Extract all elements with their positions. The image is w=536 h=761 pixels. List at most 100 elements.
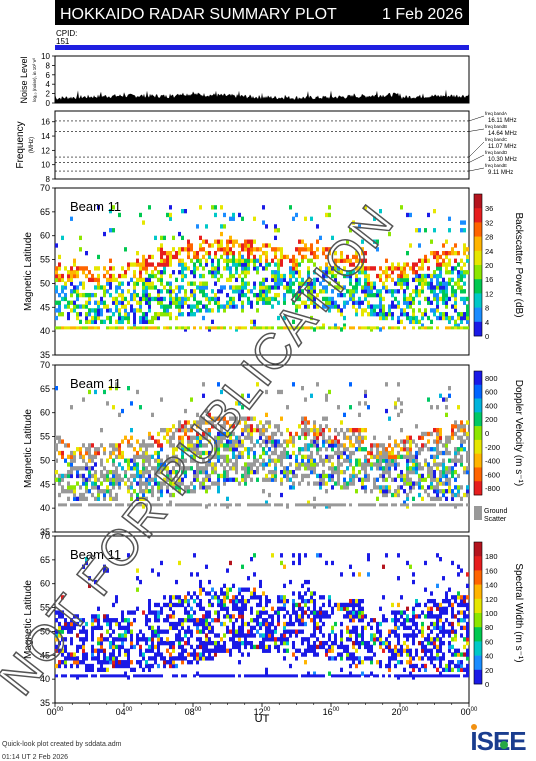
echo-cell — [397, 485, 400, 490]
echo-cell — [148, 308, 151, 313]
echo-cell — [352, 285, 355, 290]
echo-cell — [424, 228, 427, 233]
echo-cell — [424, 652, 427, 657]
echo-cell — [205, 408, 208, 414]
echo-cell — [202, 285, 205, 290]
echo-cell — [301, 454, 304, 460]
echo-cell — [211, 462, 214, 467]
echo-cell — [223, 503, 226, 507]
echo-cell — [205, 420, 208, 425]
echo-cell — [229, 477, 232, 482]
echo-cell — [406, 560, 409, 566]
echo-cell — [316, 224, 319, 229]
echo-cell — [190, 439, 193, 444]
echo-cell — [202, 273, 205, 279]
echo-cell — [172, 458, 175, 463]
echo-cell — [82, 270, 85, 275]
echo-cell — [187, 312, 190, 317]
echo-cell — [181, 443, 184, 448]
echo-cell — [64, 296, 67, 302]
echo-cell — [379, 644, 382, 650]
echo-cell — [400, 266, 403, 271]
echo-cell — [430, 637, 433, 642]
echo-cell — [298, 435, 301, 440]
echo-cell — [181, 618, 184, 623]
echo-cell — [319, 674, 322, 678]
echo-cell — [322, 323, 325, 328]
echo-cell — [85, 315, 88, 321]
echo-cell — [421, 644, 424, 650]
echo-cell — [433, 656, 436, 661]
echo-cell — [232, 431, 235, 437]
echo-cell — [379, 466, 382, 471]
echo-cell — [127, 656, 130, 661]
echo-cell — [328, 458, 331, 463]
echo-cell — [226, 674, 229, 678]
echo-cell — [352, 300, 355, 305]
echo-cell — [412, 503, 415, 507]
echo-cell — [382, 503, 385, 507]
echo-cell — [310, 292, 313, 298]
echo-cell — [415, 503, 418, 507]
echo-cell — [358, 296, 361, 302]
echo-cell — [58, 473, 61, 479]
echo-cell — [217, 477, 220, 482]
echo-cell — [313, 598, 316, 604]
echo-cell — [403, 489, 406, 494]
x-axis: 0000 0400 0800 1200 1600 2000 0000 — [47, 703, 478, 717]
echo-cell — [382, 447, 385, 452]
echo-cell — [145, 289, 148, 294]
echo-cell — [247, 466, 250, 471]
echo-cell — [73, 454, 76, 460]
isee-logo: ISEE — [470, 724, 527, 756]
echo-cell — [457, 435, 460, 440]
echo-cell — [406, 492, 409, 498]
echo-cell — [94, 656, 97, 661]
echo-cell — [265, 277, 268, 283]
echo-cell — [160, 254, 163, 260]
echo-cell — [160, 652, 163, 657]
echo-cell — [160, 304, 163, 309]
echo-cell — [193, 289, 196, 294]
echo-cell — [184, 598, 187, 604]
echo-cell — [448, 435, 451, 440]
echo-cell — [358, 602, 361, 608]
echo-cell — [436, 292, 439, 298]
echo-cell — [145, 469, 148, 475]
echo-cell — [418, 228, 421, 233]
echo-cell — [301, 674, 304, 678]
echo-cell — [328, 296, 331, 302]
echo-cell — [67, 462, 70, 467]
echo-cell — [118, 285, 121, 290]
echo-cell — [259, 289, 262, 294]
echo-cell — [373, 477, 376, 482]
echo-cell — [199, 454, 202, 460]
echo-cell — [280, 431, 283, 437]
echo-cell — [385, 266, 388, 271]
echo-cell — [334, 633, 337, 638]
echo-cell — [91, 326, 94, 330]
echo-cell — [301, 503, 304, 507]
echo-cell — [169, 262, 172, 267]
echo-cell — [343, 292, 346, 298]
echo-cell — [346, 606, 349, 611]
echo-cell — [355, 266, 358, 271]
echo-cell — [451, 466, 454, 471]
echo-cell — [418, 667, 421, 673]
echo-cell — [142, 285, 145, 290]
echo-cell — [409, 243, 412, 248]
echo-cell — [412, 439, 415, 444]
echo-cell — [205, 292, 208, 298]
echo-cell — [457, 473, 460, 479]
echo-cell — [229, 466, 232, 471]
echo-cell — [55, 277, 58, 283]
echo-cell — [241, 595, 244, 600]
echo-cell — [124, 652, 127, 657]
echo-cell — [286, 427, 289, 433]
echo-cell — [367, 656, 370, 661]
echo-cell — [178, 485, 181, 490]
echo-cell — [280, 492, 283, 498]
echo-cell — [277, 300, 280, 305]
echo-cell — [460, 462, 463, 467]
echo-cell — [142, 652, 145, 657]
